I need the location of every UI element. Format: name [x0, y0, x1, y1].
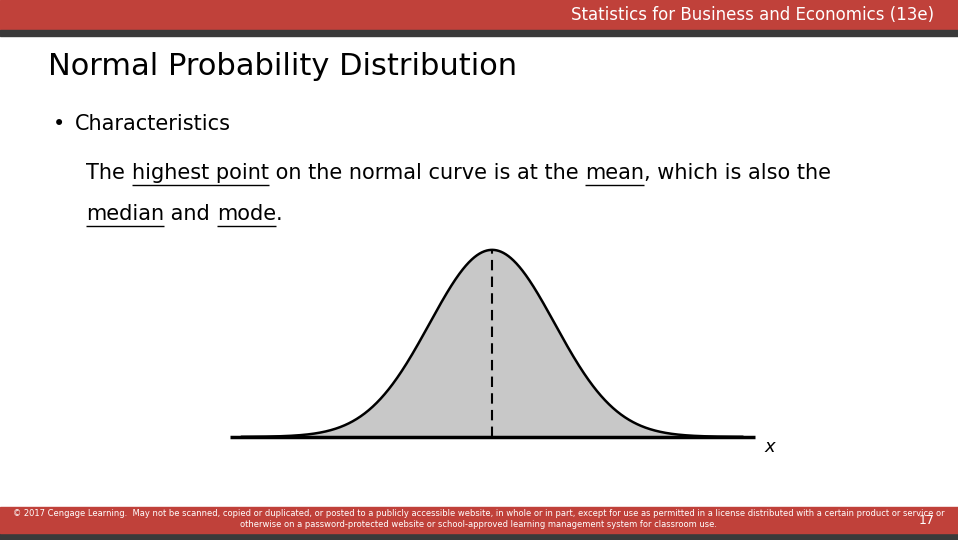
Text: mean: mean — [585, 163, 644, 183]
Text: © 2017 Cengage Learning.  May not be scanned, copied or duplicated, or posted to: © 2017 Cengage Learning. May not be scan… — [13, 509, 945, 518]
Bar — [0, 507, 958, 533]
Text: •: • — [53, 114, 65, 134]
Text: 17: 17 — [918, 514, 934, 526]
Text: and: and — [165, 204, 217, 224]
Bar — [0, 0, 958, 30]
Text: on the normal curve is at the: on the normal curve is at the — [269, 163, 585, 183]
Text: .: . — [276, 204, 283, 224]
Text: mode: mode — [217, 204, 276, 224]
Text: Statistics for Business and Economics (13e): Statistics for Business and Economics (1… — [571, 6, 934, 24]
Text: The: The — [86, 163, 131, 183]
Bar — [0, 533, 958, 540]
Text: , which is also the: , which is also the — [644, 163, 831, 183]
Text: otherwise on a password-protected website or school-approved learning management: otherwise on a password-protected websit… — [240, 520, 718, 529]
Bar — [0, 30, 958, 36]
Text: Characteristics: Characteristics — [75, 114, 231, 134]
Text: Normal Probability Distribution: Normal Probability Distribution — [48, 52, 517, 82]
Text: median: median — [86, 204, 165, 224]
Text: x: x — [764, 438, 775, 456]
Text: highest point: highest point — [131, 163, 269, 183]
